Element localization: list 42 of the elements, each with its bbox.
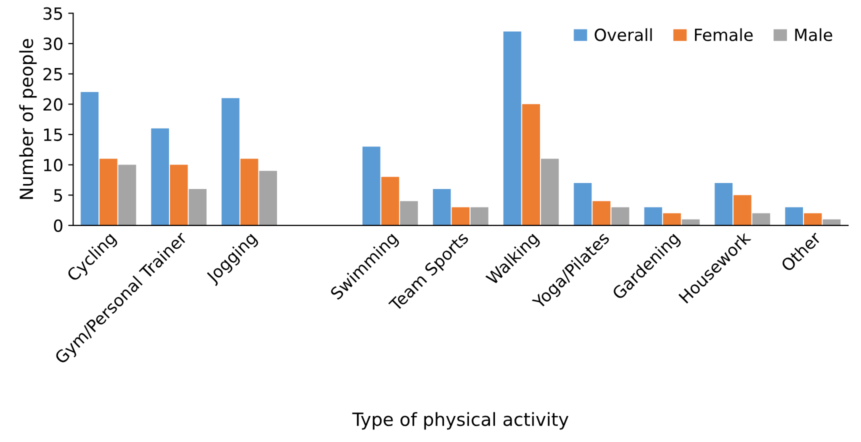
bar (170, 164, 188, 226)
bar (151, 128, 169, 226)
bar (785, 207, 803, 226)
bar (432, 189, 451, 226)
bar (733, 195, 752, 226)
legend-label: Overall (594, 28, 652, 42)
y-tick-label: 30 (44, 38, 62, 50)
bar (503, 31, 522, 226)
y-tick-label: 35 (44, 7, 62, 20)
bar (822, 219, 841, 226)
y-tick-label: 5 (54, 189, 62, 202)
y-tick-label: 0 (54, 219, 62, 232)
bar (362, 146, 380, 226)
bar (240, 158, 258, 226)
bar (259, 170, 278, 226)
bar (540, 158, 559, 226)
bar (222, 98, 240, 226)
bar (752, 213, 770, 226)
bar (118, 164, 136, 226)
bar (574, 182, 592, 226)
bar (522, 104, 540, 226)
bar (644, 207, 662, 226)
x-axis-title: Type of physical activity (352, 412, 568, 430)
bar (400, 201, 418, 226)
bar (80, 92, 99, 226)
bar (99, 158, 118, 226)
bar (188, 189, 207, 226)
y-tick-label: 15 (44, 128, 62, 142)
bar (663, 213, 681, 226)
bar (592, 201, 610, 226)
bar (714, 182, 733, 226)
bar (804, 213, 822, 226)
y-tick-label: 10 (44, 158, 62, 172)
y-tick-label: 25 (43, 68, 62, 80)
bar (470, 207, 488, 226)
bar (611, 207, 630, 226)
legend-label: Female (694, 28, 753, 42)
bar (452, 207, 470, 226)
y-tick-label: 20 (43, 98, 62, 111)
bar (381, 176, 400, 226)
y-axis-title: Number of people (19, 38, 37, 199)
legend-label: Male (795, 28, 832, 42)
